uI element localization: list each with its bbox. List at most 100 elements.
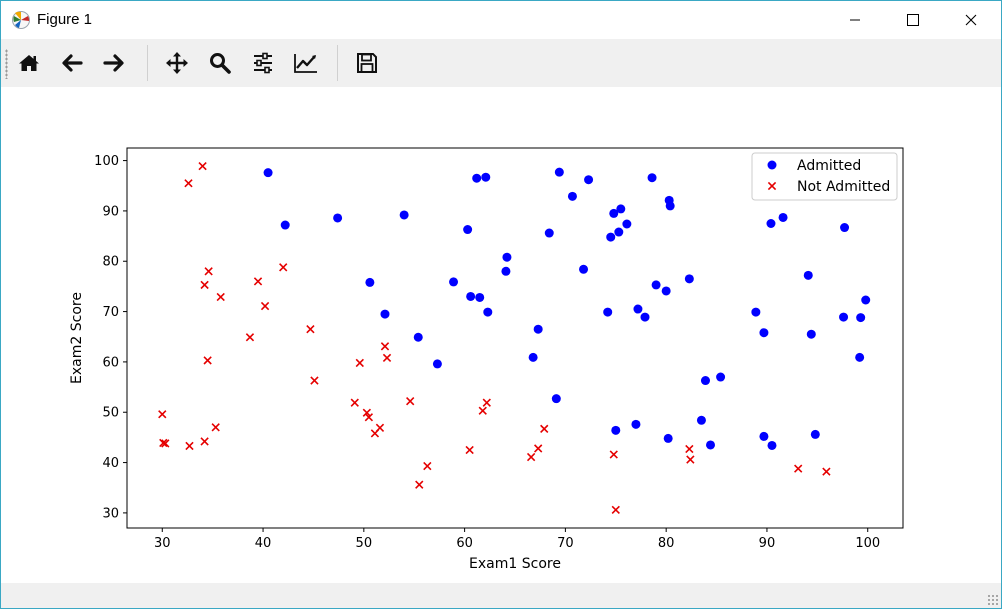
data-point-admitted xyxy=(502,252,512,262)
data-point-not-admitted xyxy=(204,267,213,276)
data-point-admitted xyxy=(609,208,619,218)
data-point-admitted xyxy=(855,352,865,362)
data-point-admitted xyxy=(665,201,675,211)
figure-canvas[interactable]: 30 40 50 60 70 80 90 100 30 40 50 60 70 80 90 100 Exam1… xyxy=(1,87,1001,583)
edit-axis-icon xyxy=(294,54,317,73)
data-point-admitted xyxy=(463,225,473,235)
y-axis-label: Exam2 Score xyxy=(69,292,85,384)
data-point-admitted xyxy=(584,175,594,185)
data-point-admitted xyxy=(840,223,850,233)
data-point-admitted xyxy=(501,266,511,276)
data-point-not-admitted xyxy=(158,410,167,419)
status-bar xyxy=(1,583,1001,608)
close-icon xyxy=(965,14,977,26)
data-point-admitted xyxy=(472,173,482,183)
data-point-not-admitted xyxy=(185,441,194,451)
toolbar-grip[interactable] xyxy=(5,49,8,79)
data-point-admitted xyxy=(766,218,776,228)
legend-item-not-admitted: Not Admitted xyxy=(767,179,890,195)
legend-box xyxy=(751,152,898,201)
y-tick-label: 90 xyxy=(102,204,119,219)
legend-label-admitted: Admitted xyxy=(797,158,861,174)
x-tick-label: 80 xyxy=(658,536,675,551)
data-point-admitted xyxy=(365,277,375,287)
data-point-admitted xyxy=(778,212,788,222)
data-point-admitted xyxy=(399,210,409,220)
navigation-toolbar xyxy=(1,39,1001,87)
save-button[interactable] xyxy=(349,45,385,81)
data-point-not-admitted xyxy=(216,292,225,302)
back-button[interactable] xyxy=(54,45,90,81)
data-point-admitted xyxy=(475,292,485,302)
data-point-admitted xyxy=(554,167,564,177)
resize-grip[interactable] xyxy=(987,594,999,606)
data-point-not-admitted xyxy=(161,439,170,448)
home-button[interactable] xyxy=(11,45,47,81)
forward-button[interactable] xyxy=(96,45,132,81)
maximize-button[interactable] xyxy=(884,1,942,39)
legend-marker-not-admitted xyxy=(767,181,777,191)
close-button[interactable] xyxy=(942,1,1000,39)
data-point-admitted xyxy=(856,313,866,323)
data-point-not-admitted xyxy=(465,445,474,455)
axis-ticks: 30 40 50 60 70 80 90 100 30 40 50 60 70 80 90 100 xyxy=(94,154,880,551)
data-points xyxy=(158,161,871,515)
data-point-not-admitted xyxy=(364,413,374,422)
data-point-not-admitted xyxy=(200,280,209,290)
data-point-admitted xyxy=(622,219,632,229)
data-point-not-admitted xyxy=(478,406,487,415)
data-point-admitted xyxy=(606,232,616,242)
data-point-admitted xyxy=(651,280,661,290)
data-point-admitted xyxy=(579,264,589,274)
data-point-not-admitted xyxy=(198,161,207,171)
y-tick-label: 50 xyxy=(102,406,119,421)
legend-marker-admitted xyxy=(767,160,777,170)
data-point-admitted xyxy=(861,295,871,305)
data-point-admitted xyxy=(700,376,710,386)
y-tick-label: 60 xyxy=(102,355,119,370)
save-icon xyxy=(357,53,377,73)
data-point-not-admitted xyxy=(203,356,212,365)
x-tick-label: 50 xyxy=(356,536,373,551)
data-point-admitted xyxy=(481,172,491,182)
matplotlib-logo-icon xyxy=(12,11,30,29)
maximize-icon xyxy=(907,14,919,26)
minimize-button[interactable] xyxy=(826,1,884,39)
data-point-not-admitted xyxy=(362,408,372,417)
data-point-not-admitted xyxy=(310,376,319,385)
data-point-not-admitted xyxy=(406,397,415,406)
toolbar-separator xyxy=(337,45,338,81)
data-point-admitted xyxy=(647,173,657,183)
data-point-admitted xyxy=(333,213,343,223)
forward-arrow-icon xyxy=(103,54,124,72)
data-point-not-admitted xyxy=(382,353,392,363)
zoom-button[interactable] xyxy=(202,45,238,81)
scatter-plot[interactable]: 30 40 50 60 70 80 90 100 30 40 50 60 70 80 90 100 Exam1… xyxy=(1,87,1001,583)
axes-frame xyxy=(126,147,904,529)
data-point-admitted xyxy=(544,228,554,238)
pan-button[interactable] xyxy=(159,45,195,81)
x-tick-label: 40 xyxy=(255,536,272,551)
data-point-admitted xyxy=(631,419,641,429)
legend-label-not-admitted: Not Admitted xyxy=(797,179,890,195)
data-point-not-admitted xyxy=(423,461,432,471)
data-point-admitted xyxy=(810,429,820,439)
title-bar: Figure 1 xyxy=(1,1,1001,39)
customize-button[interactable] xyxy=(288,45,324,81)
data-point-not-admitted xyxy=(184,179,193,188)
data-point-admitted xyxy=(663,433,673,443)
x-tick-label: 90 xyxy=(759,536,776,551)
data-point-admitted xyxy=(614,227,624,237)
data-point-admitted xyxy=(432,359,442,369)
data-point-not-admitted xyxy=(611,505,620,515)
data-point-admitted xyxy=(616,204,626,214)
x-tick-label: 60 xyxy=(456,536,473,551)
data-point-admitted xyxy=(767,440,777,450)
toolbar-separator xyxy=(147,45,148,81)
data-point-admitted xyxy=(839,312,849,322)
data-point-not-admitted xyxy=(794,464,803,473)
data-point-not-admitted xyxy=(609,450,618,459)
data-point-not-admitted xyxy=(350,398,359,407)
subplots-button[interactable] xyxy=(245,45,281,81)
y-tick-label: 30 xyxy=(102,506,119,521)
